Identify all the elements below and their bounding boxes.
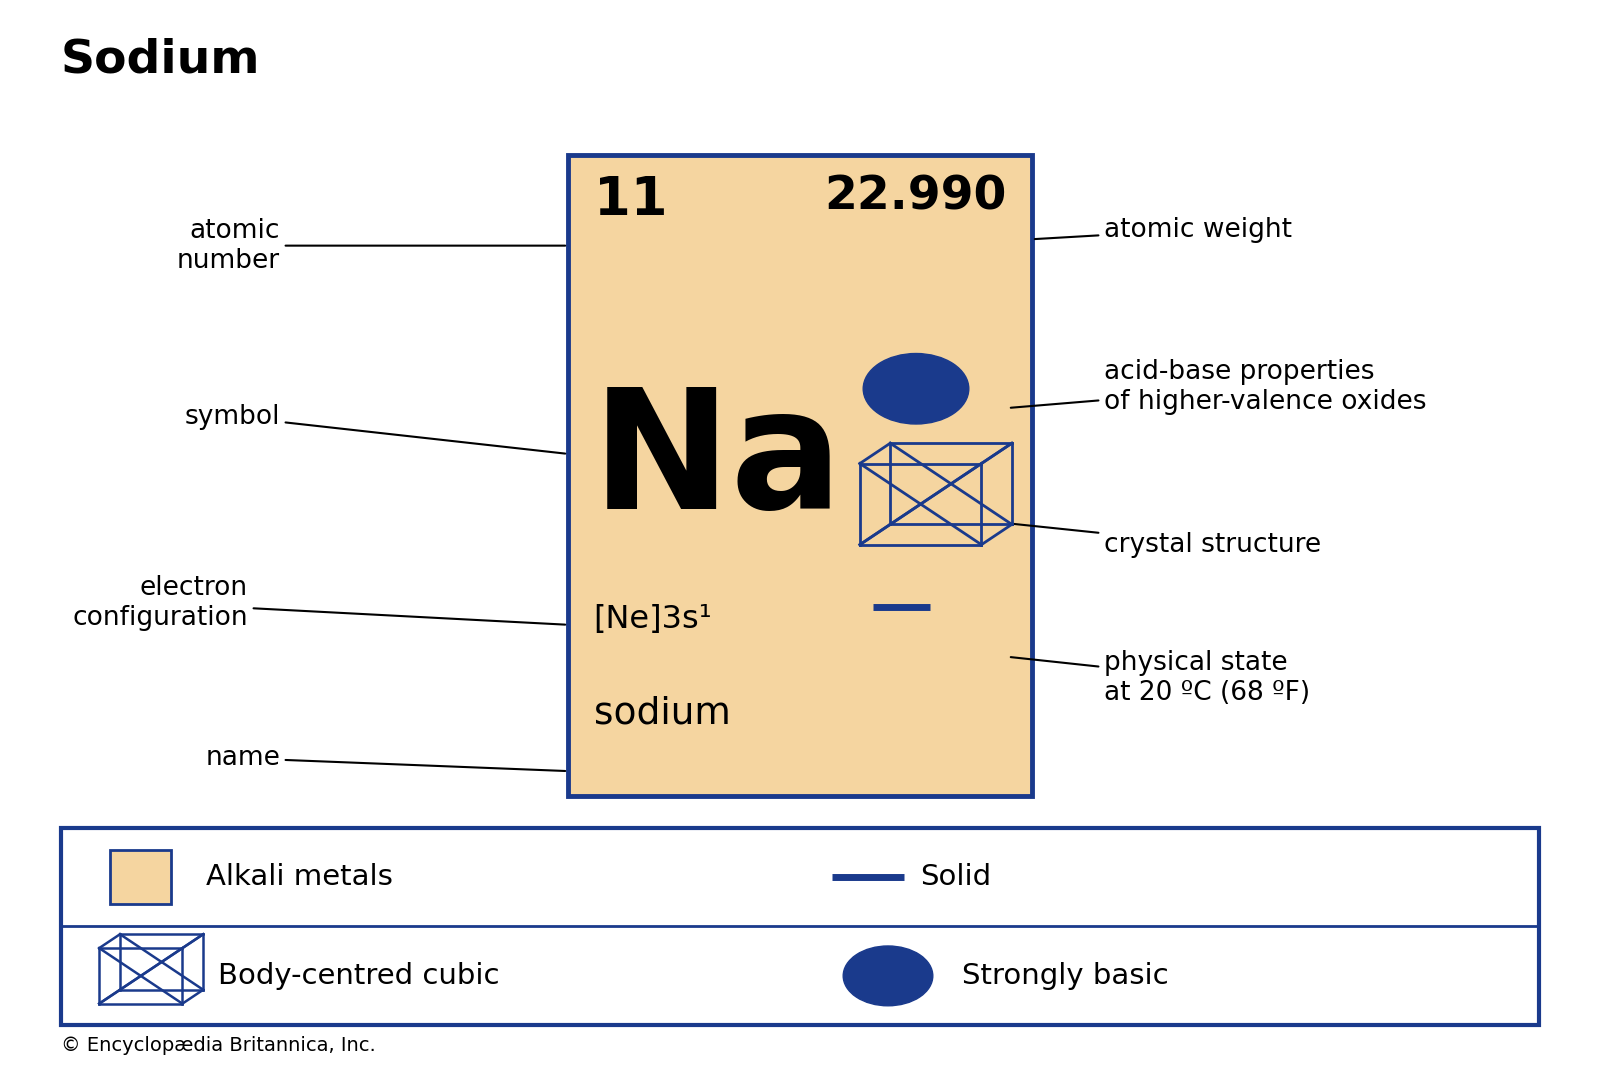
Text: Strongly basic: Strongly basic bbox=[962, 962, 1168, 990]
Circle shape bbox=[843, 946, 933, 1006]
Circle shape bbox=[864, 354, 970, 424]
Text: © Encyclopædia Britannica, Inc.: © Encyclopædia Britannica, Inc. bbox=[61, 1036, 376, 1055]
FancyBboxPatch shape bbox=[61, 828, 1539, 1025]
Text: Sodium: Sodium bbox=[61, 37, 261, 82]
Text: physical state
at 20 ºC (68 ºF): physical state at 20 ºC (68 ºF) bbox=[1011, 650, 1310, 706]
Text: sodium: sodium bbox=[594, 695, 730, 732]
Bar bbox=[110, 850, 171, 904]
Text: atomic weight: atomic weight bbox=[1035, 217, 1293, 242]
Text: name: name bbox=[205, 745, 565, 771]
Text: atomic
number: atomic number bbox=[178, 218, 565, 273]
Text: Na: Na bbox=[592, 381, 843, 544]
Text: Body-centred cubic: Body-centred cubic bbox=[218, 962, 499, 990]
FancyBboxPatch shape bbox=[568, 155, 1032, 796]
Text: 22.990: 22.990 bbox=[824, 174, 1006, 219]
Text: Solid: Solid bbox=[920, 863, 990, 891]
Text: crystal structure: crystal structure bbox=[1011, 523, 1322, 557]
Text: Alkali metals: Alkali metals bbox=[206, 863, 394, 891]
Text: electron
configuration: electron configuration bbox=[72, 576, 565, 631]
Text: [Ne]3s¹: [Ne]3s¹ bbox=[594, 604, 712, 635]
Text: 11: 11 bbox=[594, 174, 667, 226]
Text: acid-base properties
of higher-valence oxides: acid-base properties of higher-valence o… bbox=[1011, 359, 1427, 414]
Text: symbol: symbol bbox=[184, 404, 565, 454]
